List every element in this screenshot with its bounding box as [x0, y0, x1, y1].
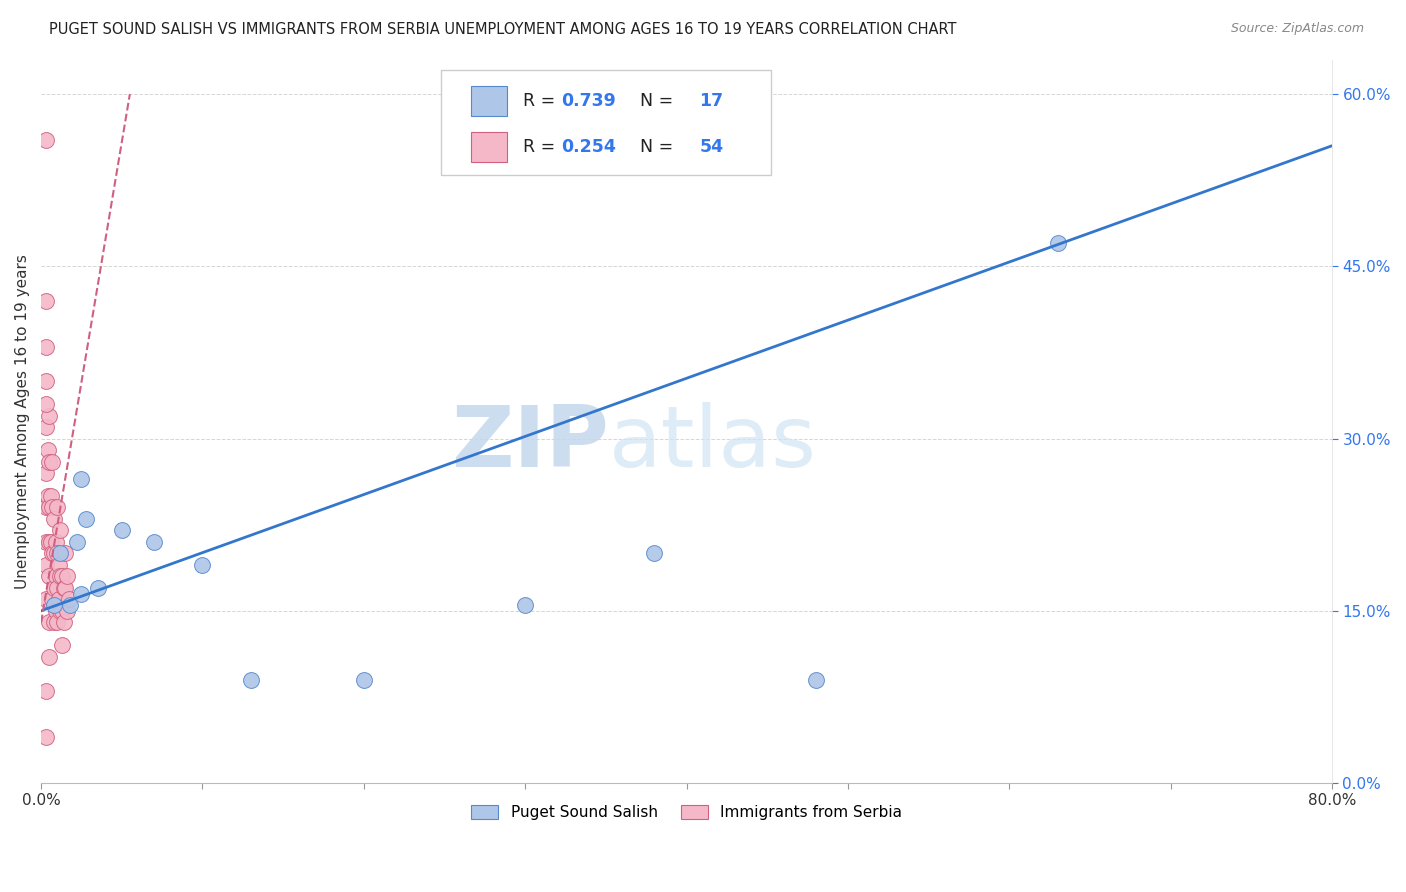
Point — [38, 569, 60, 583]
Point — [191, 558, 214, 572]
Point — [65, 535, 87, 549]
Point — [38, 500, 60, 515]
Point — [35, 466, 58, 480]
Point — [35, 592, 58, 607]
Point — [70, 472, 93, 486]
Point — [59, 598, 82, 612]
Point — [42, 512, 65, 526]
Y-axis label: Unemployment Among Ages 16 to 19 years: Unemployment Among Ages 16 to 19 years — [15, 254, 30, 589]
Point — [49, 524, 72, 538]
Legend: Puget Sound Salish, Immigrants from Serbia: Puget Sound Salish, Immigrants from Serb… — [465, 798, 908, 826]
Text: 0.739: 0.739 — [561, 92, 616, 110]
Point — [35, 133, 58, 147]
Point — [49, 604, 72, 618]
Text: Source: ZipAtlas.com: Source: ZipAtlas.com — [1230, 22, 1364, 36]
Point — [35, 340, 58, 354]
Point — [38, 535, 60, 549]
Point — [86, 581, 108, 595]
FancyBboxPatch shape — [471, 132, 508, 162]
Point — [56, 569, 79, 583]
Point — [38, 409, 60, 423]
Point — [58, 592, 80, 607]
Text: N =: N = — [628, 92, 678, 110]
Point — [46, 581, 69, 595]
Point — [46, 500, 69, 515]
Point — [1046, 236, 1069, 251]
Point — [38, 615, 60, 630]
Point — [515, 598, 537, 612]
Point — [35, 500, 58, 515]
Point — [53, 581, 76, 595]
Point — [42, 598, 65, 612]
Point — [49, 569, 72, 583]
Point — [75, 512, 97, 526]
Text: R =: R = — [523, 137, 561, 156]
Text: atlas: atlas — [609, 401, 817, 484]
Point — [37, 443, 59, 458]
Point — [41, 454, 63, 468]
Point — [35, 535, 58, 549]
Point — [48, 558, 70, 572]
Point — [35, 684, 58, 698]
Point — [52, 581, 75, 595]
Point — [353, 673, 375, 687]
Text: PUGET SOUND SALISH VS IMMIGRANTS FROM SERBIA UNEMPLOYMENT AMONG AGES 16 TO 19 YE: PUGET SOUND SALISH VS IMMIGRANTS FROM SE… — [49, 22, 956, 37]
Point — [41, 500, 63, 515]
Point — [41, 546, 63, 560]
Point — [35, 558, 58, 572]
Text: 0.254: 0.254 — [561, 137, 616, 156]
Point — [38, 649, 60, 664]
Point — [35, 293, 58, 308]
Text: R =: R = — [523, 92, 561, 110]
Point — [38, 454, 60, 468]
Point — [37, 489, 59, 503]
Point — [49, 546, 72, 560]
Text: 54: 54 — [700, 137, 724, 156]
Point — [111, 524, 134, 538]
Point — [46, 546, 69, 560]
Point — [39, 535, 62, 549]
FancyBboxPatch shape — [471, 86, 508, 116]
Point — [51, 569, 73, 583]
Point — [42, 581, 65, 595]
Point — [35, 397, 58, 411]
Text: ZIP: ZIP — [451, 401, 609, 484]
Point — [239, 673, 262, 687]
Point — [56, 604, 79, 618]
Text: N =: N = — [628, 137, 678, 156]
Point — [46, 615, 69, 630]
Point — [41, 592, 63, 607]
Point — [51, 638, 73, 652]
FancyBboxPatch shape — [441, 70, 770, 176]
Point — [45, 569, 67, 583]
Point — [643, 546, 665, 560]
Point — [39, 489, 62, 503]
Point — [45, 604, 67, 618]
Point — [53, 546, 76, 560]
Point — [42, 546, 65, 560]
Point — [143, 535, 166, 549]
Point — [45, 535, 67, 549]
Point — [52, 615, 75, 630]
Point — [48, 592, 70, 607]
Point — [42, 615, 65, 630]
Point — [51, 604, 73, 618]
Point — [35, 420, 58, 434]
Text: 17: 17 — [700, 92, 724, 110]
Point — [35, 374, 58, 388]
Point — [70, 586, 93, 600]
Point — [804, 673, 827, 687]
Point — [35, 730, 58, 744]
